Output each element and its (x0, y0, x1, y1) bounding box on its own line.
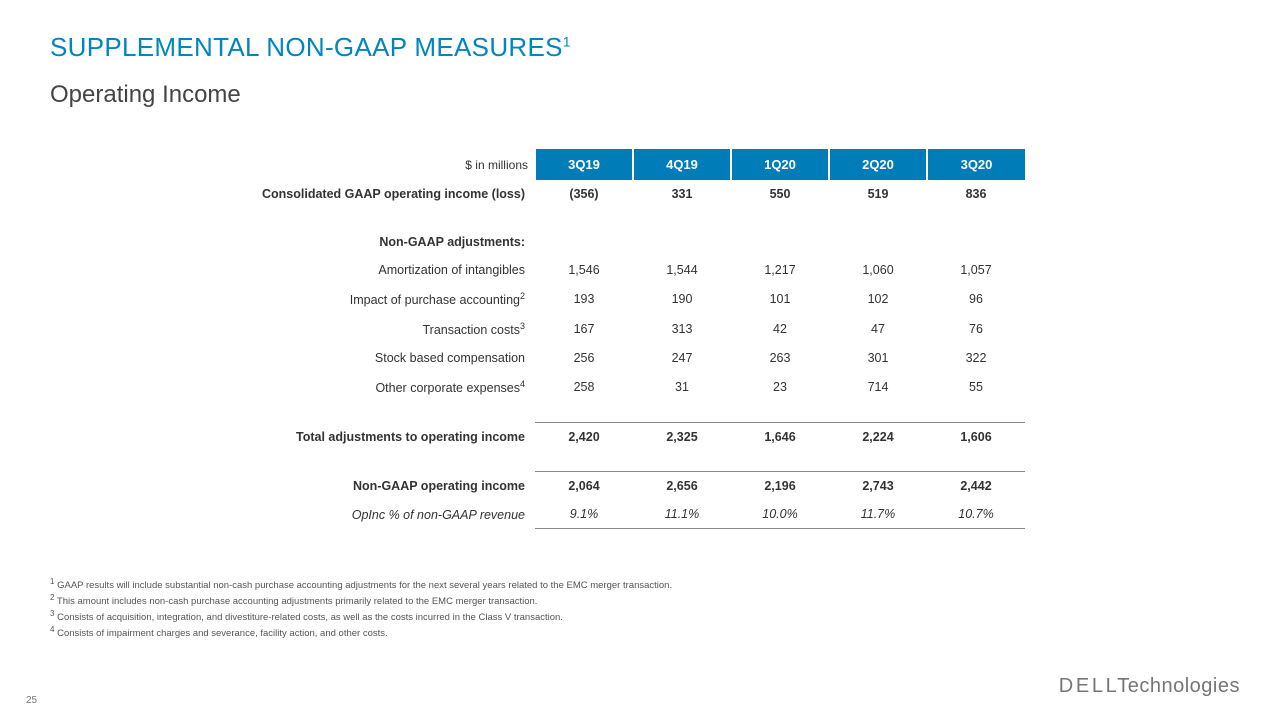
row-label: Other corporate expenses4 (255, 372, 535, 402)
row-value: 714 (829, 372, 927, 402)
row-value: 190 (633, 284, 731, 314)
col-3q20: 3Q20 (927, 149, 1025, 180)
table-row: Non-GAAP adjustments: (255, 228, 1025, 256)
row-value: 550 (731, 180, 829, 208)
col-1q20: 1Q20 (731, 149, 829, 180)
row-value: 1,060 (829, 256, 927, 284)
row-value: 76 (927, 314, 1025, 344)
footnote: 3 Consists of acquisition, integration, … (50, 609, 1230, 625)
row-value: 10.0% (731, 500, 829, 529)
row-value (927, 228, 1025, 256)
row-value: 2,064 (535, 472, 633, 501)
row-value: 322 (927, 344, 1025, 372)
row-value: 10.7% (927, 500, 1025, 529)
row-value: 2,196 (731, 472, 829, 501)
spacer-row (255, 402, 1025, 423)
table-row: OpInc % of non-GAAP revenue9.1%11.1%10.0… (255, 500, 1025, 529)
table-row: Non-GAAP operating income2,0642,6562,196… (255, 472, 1025, 501)
col-4q19: 4Q19 (633, 149, 731, 180)
row-value (633, 228, 731, 256)
row-value: 42 (731, 314, 829, 344)
row-value (829, 228, 927, 256)
row-value: 1,546 (535, 256, 633, 284)
row-value: 31 (633, 372, 731, 402)
row-value: 11.7% (829, 500, 927, 529)
title-sup: 1 (563, 33, 571, 49)
row-label: Non-GAAP adjustments: (255, 228, 535, 256)
spacer-row (255, 208, 1025, 228)
row-value: 1,646 (731, 423, 829, 452)
row-value: 96 (927, 284, 1025, 314)
row-value: 2,420 (535, 423, 633, 452)
row-value: 9.1% (535, 500, 633, 529)
row-value: 331 (633, 180, 731, 208)
logo-brand: D E L L (1059, 675, 1118, 697)
row-label: Consolidated GAAP operating income (loss… (255, 180, 535, 208)
row-value: 1,544 (633, 256, 731, 284)
financial-table: $ in millions 3Q19 4Q19 1Q20 2Q20 3Q20 C… (255, 149, 1025, 529)
col-2q20: 2Q20 (829, 149, 927, 180)
footnote: 2 This amount includes non-cash purchase… (50, 593, 1230, 609)
row-value: 2,743 (829, 472, 927, 501)
row-value: 519 (829, 180, 927, 208)
row-value: 2,224 (829, 423, 927, 452)
row-value: 1,057 (927, 256, 1025, 284)
row-value: 55 (927, 372, 1025, 402)
table-row: Other corporate expenses4258312371455 (255, 372, 1025, 402)
row-value: 1,217 (731, 256, 829, 284)
row-label: Transaction costs3 (255, 314, 535, 344)
row-value: 1,606 (927, 423, 1025, 452)
row-value: 313 (633, 314, 731, 344)
spacer-row (255, 451, 1025, 472)
row-value: 102 (829, 284, 927, 314)
slide: SUPPLEMENTAL NON-GAAP MEASURES1 Operatin… (0, 0, 1280, 720)
table-row: Stock based compensation256247263301322 (255, 344, 1025, 372)
row-value: 247 (633, 344, 731, 372)
table-head: $ in millions 3Q19 4Q19 1Q20 2Q20 3Q20 (255, 149, 1025, 180)
row-label: Total adjustments to operating income (255, 423, 535, 452)
table-row: Impact of purchase accounting21931901011… (255, 284, 1025, 314)
table-row: Total adjustments to operating income2,4… (255, 423, 1025, 452)
row-value (535, 228, 633, 256)
row-label: OpInc % of non-GAAP revenue (255, 500, 535, 529)
row-value: 23 (731, 372, 829, 402)
table-body: Consolidated GAAP operating income (loss… (255, 180, 1025, 529)
row-value: 2,325 (633, 423, 731, 452)
slide-title: SUPPLEMENTAL NON-GAAP MEASURES1 (50, 32, 1230, 63)
logo-suffix: Technologies (1117, 675, 1240, 697)
row-label: Impact of purchase accounting2 (255, 284, 535, 314)
row-value: 47 (829, 314, 927, 344)
footnote: 1 GAAP results will include substantial … (50, 577, 1230, 593)
slide-subtitle: Operating Income (50, 81, 1230, 109)
title-text: SUPPLEMENTAL NON-GAAP MEASURES (50, 32, 563, 62)
row-value: 101 (731, 284, 829, 314)
table-row: Amortization of intangibles1,5461,5441,2… (255, 256, 1025, 284)
row-value: 258 (535, 372, 633, 402)
footnote: 4 Consists of impairment charges and sev… (50, 625, 1230, 641)
row-value: 263 (731, 344, 829, 372)
row-label: Stock based compensation (255, 344, 535, 372)
table-row: Consolidated GAAP operating income (loss… (255, 180, 1025, 208)
row-value: 193 (535, 284, 633, 314)
dell-technologies-logo: D E L LTechnologies (1059, 675, 1240, 698)
row-value: 256 (535, 344, 633, 372)
row-label: Non-GAAP operating income (255, 472, 535, 501)
row-value (731, 228, 829, 256)
row-value: (356) (535, 180, 633, 208)
row-value: 167 (535, 314, 633, 344)
footnotes: 1 GAAP results will include substantial … (50, 577, 1230, 641)
row-value: 301 (829, 344, 927, 372)
row-value: 836 (927, 180, 1025, 208)
row-value: 11.1% (633, 500, 731, 529)
row-value: 2,656 (633, 472, 731, 501)
col-3q19: 3Q19 (535, 149, 633, 180)
unit-label: $ in millions (255, 149, 535, 180)
page-number: 25 (26, 695, 37, 706)
row-value: 2,442 (927, 472, 1025, 501)
financial-table-wrap: $ in millions 3Q19 4Q19 1Q20 2Q20 3Q20 C… (255, 149, 1025, 529)
row-label: Amortization of intangibles (255, 256, 535, 284)
table-row: Transaction costs3167313424776 (255, 314, 1025, 344)
